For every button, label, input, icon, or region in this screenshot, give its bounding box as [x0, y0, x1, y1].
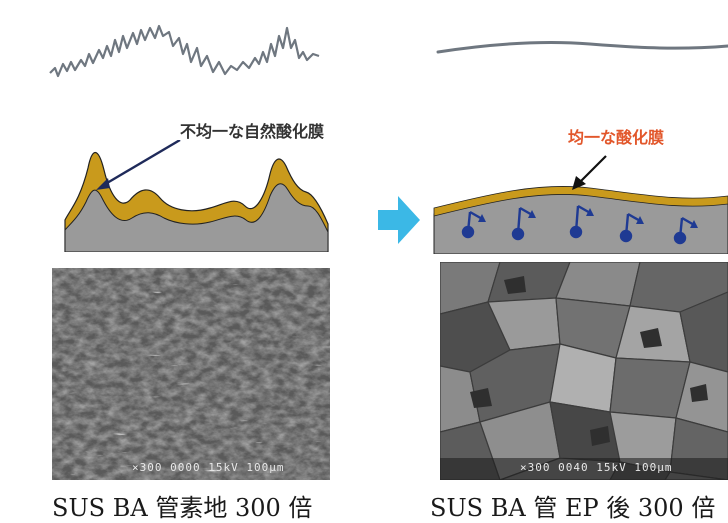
- uneven-oxide-diagram: [60, 140, 332, 252]
- caption-ba-tube: SUS BA 管素地 300 倍: [52, 488, 312, 523]
- uniform-oxide-diagram: [430, 150, 728, 254]
- sem-image-ba-tube: ×300 0000 15kV 100μm: [52, 268, 330, 480]
- sem-image-ep-tube: ×300 0040 15kV 100μm: [440, 262, 728, 480]
- caption-ep-tube: SUS BA 管 EP 後 300 倍: [430, 488, 715, 523]
- smooth-surface-profile: [430, 20, 728, 70]
- sem-scale-info: ×300 0040 15kV 100μm: [520, 461, 672, 474]
- transition-arrow-icon: [378, 196, 420, 244]
- uniform-oxide-label: 均一な酸化膜: [568, 124, 664, 148]
- sem-scale-info: ×300 0000 15kV 100μm: [132, 461, 284, 474]
- rough-surface-profile: [45, 18, 325, 88]
- uneven-oxide-label: 不均一な自然酸化膜: [180, 118, 324, 142]
